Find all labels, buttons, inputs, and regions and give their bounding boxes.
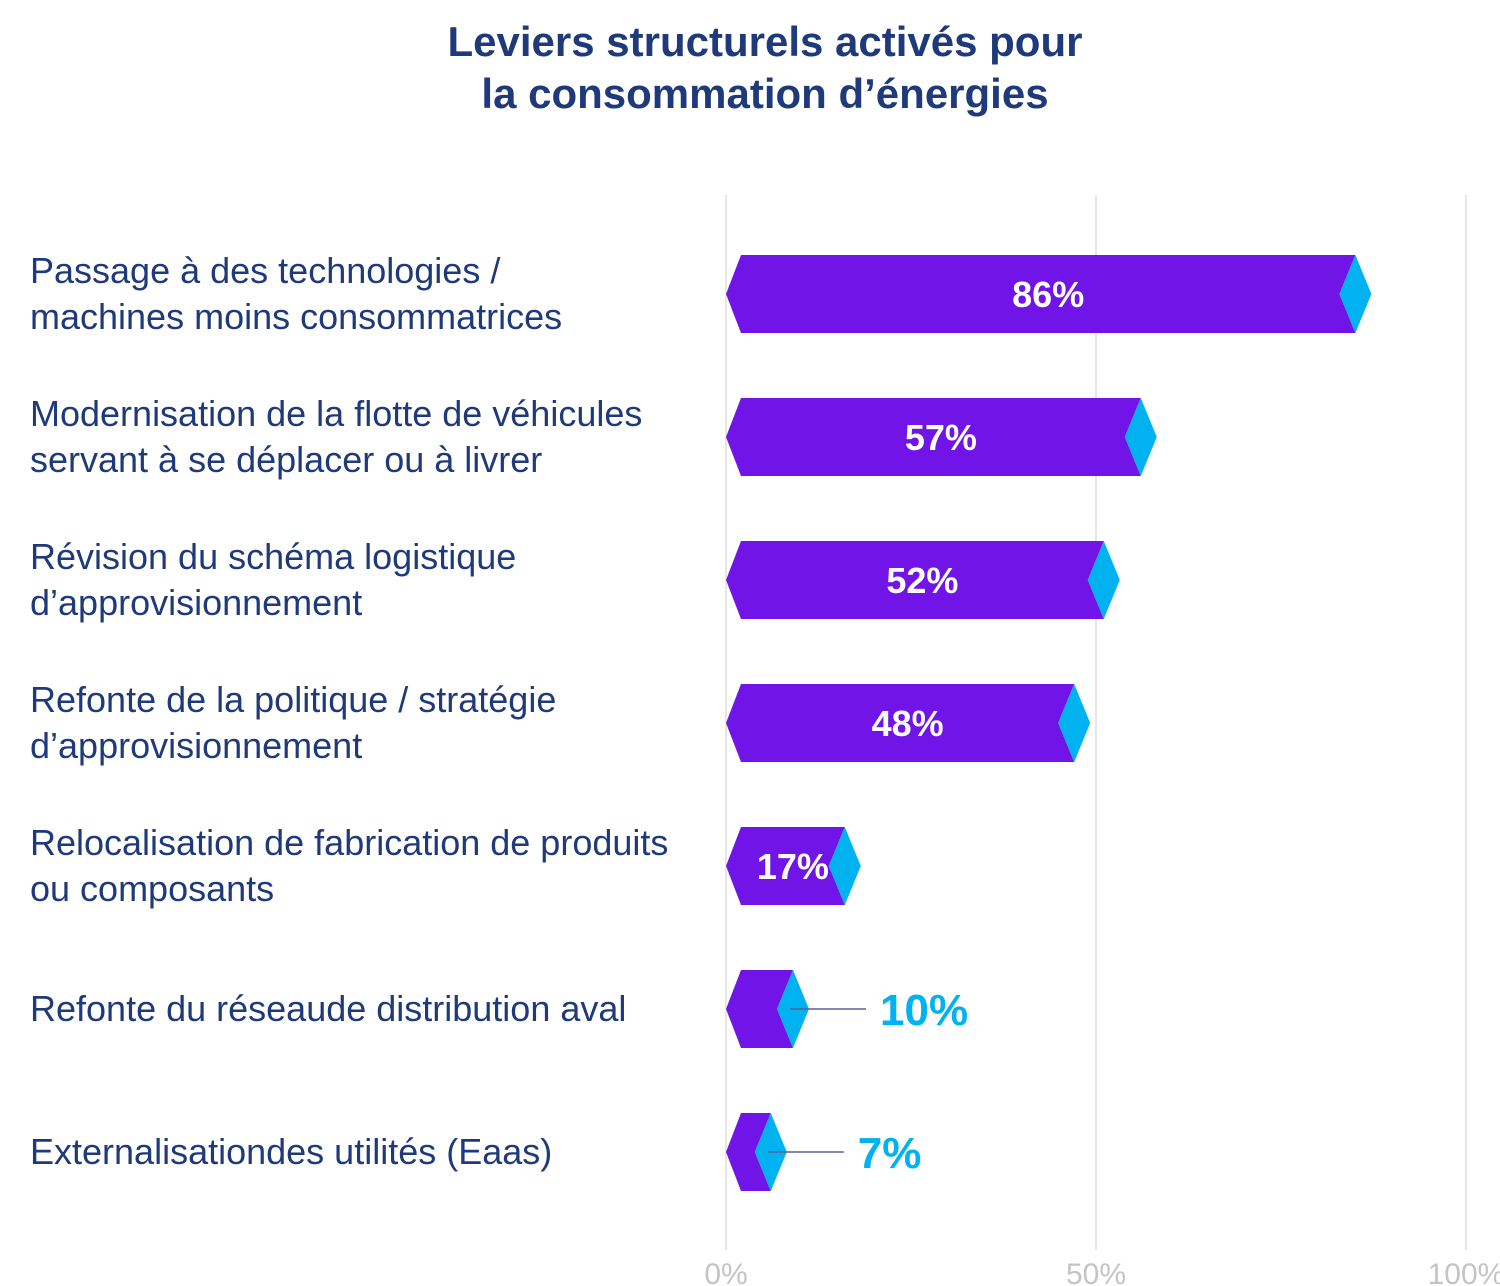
bar-tip: [828, 827, 861, 905]
bar: [726, 541, 1104, 619]
data-label: 7%: [858, 1129, 922, 1178]
category-label-line: Révision du schéma logistique: [30, 536, 517, 577]
category-label: Relocalisation de fabrication de produit…: [30, 820, 710, 912]
bar: [726, 684, 1075, 762]
category-label-line: d’approvisionnement: [30, 582, 363, 623]
bar: [726, 970, 793, 1048]
category-label: Refonte du réseaude distribution aval: [30, 986, 710, 1032]
category-label-line: machines moins consommatrices: [30, 296, 563, 337]
category-label-line: Modernisation de la flotte de véhicules: [30, 393, 643, 434]
category-label-line: Relocalisation de fabrication de produit…: [30, 822, 669, 863]
category-label: Externalisationdes utilités (Eaas): [30, 1129, 710, 1175]
data-label: 48%: [872, 703, 944, 744]
category-label: Passage à des technologies / machines moi…: [30, 248, 710, 340]
bar: [726, 255, 1356, 333]
bar-tip: [1339, 255, 1372, 333]
category-label-line: servant à se déplacer ou à livrer: [30, 439, 543, 480]
x-tick-label: 100%: [1428, 1258, 1500, 1286]
title-line: Leviers structurels activés pour: [447, 18, 1083, 65]
bar: [726, 827, 845, 905]
category-label: Refonte de la politique / stratégie d’app…: [30, 677, 710, 769]
chart-title: Leviers structurels activés pour la cons…: [0, 16, 1500, 120]
category-label-line: Refonte de la politique / stratégie: [30, 679, 557, 720]
x-tick-label: 0%: [704, 1258, 747, 1286]
category-label-line: ou composants: [30, 868, 275, 909]
category-label-line: d’approvisionnement: [30, 725, 363, 766]
data-label: 57%: [905, 417, 977, 458]
data-label: 17%: [757, 846, 829, 887]
bar: [726, 1113, 771, 1191]
category-label-line: Refonte du réseaude distribution aval: [30, 988, 627, 1029]
data-label: 10%: [880, 986, 968, 1035]
category-label-line: Passage à des technologies /: [30, 250, 501, 291]
bar-tip: [1124, 398, 1157, 476]
category-label: Modernisation de la flotte de véhicules s…: [30, 391, 710, 483]
title-line: la consommation d’énergies: [481, 70, 1049, 117]
data-label: 86%: [1012, 274, 1084, 315]
data-label: 52%: [886, 560, 958, 601]
bar: [726, 398, 1141, 476]
x-tick-label: 50%: [1066, 1258, 1126, 1286]
category-label: Révision du schéma logistique d’approvisi…: [30, 534, 710, 626]
category-label-line: Externalisationdes utilités (Eaas): [30, 1131, 553, 1172]
bar-tip: [1087, 541, 1120, 619]
bar-tip: [1058, 684, 1091, 762]
